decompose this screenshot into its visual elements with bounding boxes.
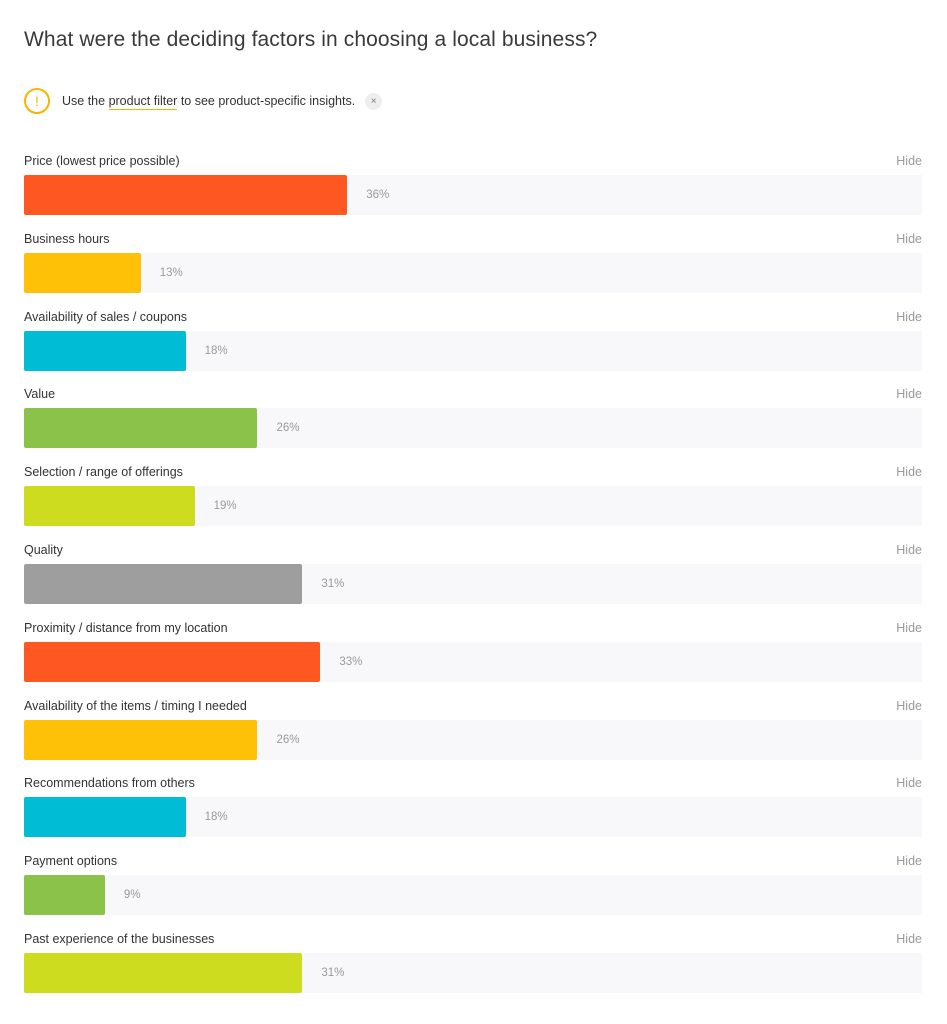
- bar-row: Recommendations from others Hide 18%: [24, 774, 922, 852]
- bar: [24, 719, 258, 760]
- bar: [24, 797, 186, 838]
- bar-value-label: 31%: [321, 966, 345, 979]
- close-icon[interactable]: ×: [365, 92, 383, 110]
- bar-row: Value Hide 26%: [24, 385, 922, 463]
- bar-value-label: 19%: [213, 500, 237, 513]
- hide-button[interactable]: Hide: [896, 465, 922, 480]
- notice-text-before: Use the: [62, 94, 109, 108]
- bar-label: Business hours: [24, 231, 110, 246]
- bar-row: Price (lowest price possible) Hide 36%: [24, 152, 922, 230]
- notice-text: Use the product filter to see product-sp…: [62, 94, 356, 110]
- hide-button[interactable]: Hide: [896, 620, 922, 635]
- bar-value-label: 9%: [123, 889, 141, 902]
- bar-track: 36%: [24, 175, 922, 215]
- bar-label: Value: [24, 387, 56, 402]
- bar-label: Quality: [24, 542, 63, 557]
- bar-value-label: 18%: [204, 811, 228, 824]
- bar-row: Proximity / distance from my location Hid…: [24, 619, 922, 697]
- bar-label: Proximity / distance from my location: [24, 620, 228, 635]
- hide-button[interactable]: Hide: [896, 387, 922, 402]
- bar-value-label: 18%: [204, 344, 228, 357]
- warning-icon: !: [24, 88, 50, 114]
- bar-row: Quality Hide 31%: [24, 541, 922, 619]
- hide-button[interactable]: Hide: [896, 231, 922, 246]
- bar-chart: Price (lowest price possible) Hide 36% Busi…: [24, 152, 922, 1008]
- hide-button[interactable]: Hide: [896, 854, 922, 869]
- bar-value-label: 36%: [366, 189, 390, 201]
- bar-label: Availability of sales / coupons: [24, 309, 188, 324]
- bar-value-label: 31%: [321, 577, 345, 590]
- notice-text-after: to see product-specific insights.: [177, 94, 356, 108]
- bar-label: Availability of the items / timing I nee…: [24, 698, 247, 713]
- bar: [24, 641, 321, 682]
- hide-button[interactable]: Hide: [896, 698, 922, 713]
- bar: [24, 175, 348, 215]
- bar-track: 33%: [24, 641, 922, 682]
- bar-row: Payment options Hide 9%: [24, 852, 922, 930]
- bar-value-label: 13%: [159, 266, 183, 279]
- bar-track: 26%: [24, 719, 922, 760]
- bar: [24, 563, 303, 604]
- bar-track: 18%: [24, 330, 922, 371]
- bar-label: Recommendations from others: [24, 776, 195, 791]
- bar-row: Business hours Hide 13%: [24, 230, 922, 308]
- bar-track: 9%: [24, 875, 922, 916]
- bar-value-label: 26%: [276, 422, 300, 435]
- bar-row: Past experience of the businesses Hide 31%: [24, 930, 922, 1008]
- bar-label: Selection / range of offerings: [24, 465, 183, 480]
- bar-track: 26%: [24, 408, 922, 449]
- bar-row: Availability of sales / coupons Hide 18%: [24, 308, 922, 386]
- hide-button[interactable]: Hide: [896, 309, 922, 324]
- hide-button[interactable]: Hide: [896, 542, 922, 557]
- bar: [24, 952, 303, 993]
- bar: [24, 252, 141, 293]
- bar: [24, 330, 186, 371]
- bar-row: Availability of the items / timing I nee…: [24, 697, 922, 775]
- bar-label: Payment options: [24, 854, 118, 869]
- bar-track: 31%: [24, 563, 922, 604]
- bar-label: Price (lowest price possible): [24, 154, 180, 168]
- hide-button[interactable]: Hide: [896, 931, 922, 946]
- page-title: What were the deciding factors in choosi…: [24, 28, 598, 51]
- hide-button[interactable]: Hide: [896, 776, 922, 791]
- product-filter-notice: ! Use the product filter to see product-…: [24, 86, 383, 116]
- bar-value-label: 26%: [276, 733, 300, 746]
- bar: [24, 486, 195, 527]
- product-filter-link[interactable]: product filter: [108, 94, 178, 110]
- bar-value-label: 33%: [339, 655, 363, 668]
- bar-track: 13%: [24, 252, 922, 293]
- bar-track: 18%: [24, 797, 922, 838]
- bar-row: Selection / range of offerings Hide 19%: [24, 463, 922, 541]
- bar-track: 31%: [24, 952, 922, 993]
- bar: [24, 408, 258, 449]
- hide-button[interactable]: Hide: [896, 154, 922, 168]
- bar: [24, 875, 105, 916]
- bar-track: 19%: [24, 486, 922, 527]
- bar-label: Past experience of the businesses: [24, 931, 215, 946]
